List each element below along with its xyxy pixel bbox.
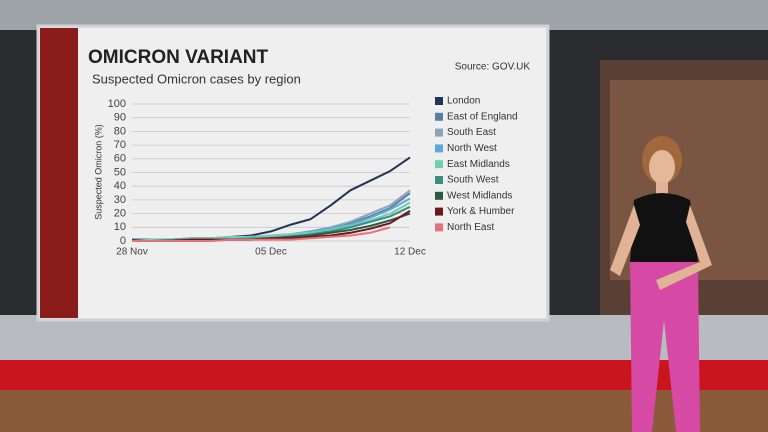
y-tick-label: 30 [114, 194, 126, 206]
board-stripe [40, 28, 78, 318]
y-axis-label: Suspected Omicron (%) [93, 124, 103, 220]
legend-swatch [435, 191, 443, 200]
y-tick-label: 50 [114, 166, 126, 178]
legend-label: South East [447, 127, 496, 138]
chart-title: OMICRON VARIANT [88, 47, 269, 68]
legend-swatch [435, 112, 443, 121]
legend-label: York & Humber [447, 206, 515, 217]
legend-label: North West [447, 143, 497, 154]
presenter [610, 136, 712, 432]
legend-swatch [435, 128, 443, 137]
legend-label: East Midlands [447, 159, 510, 170]
y-tick-label: 100 [108, 98, 126, 110]
legend-label: South West [447, 175, 499, 186]
legend-swatch [435, 223, 443, 232]
legend-label: London [447, 96, 480, 107]
y-tick-label: 40 [114, 180, 126, 192]
board-panel [78, 28, 546, 318]
y-tick-label: 90 [114, 112, 126, 124]
x-tick-label: 28 Nov [116, 247, 148, 258]
y-tick-label: 70 [114, 139, 126, 151]
legend-swatch [435, 160, 443, 169]
legend-label: West Midlands [447, 190, 512, 201]
y-tick-label: 0 [120, 235, 126, 247]
chart-subtitle: Suspected Omicron cases by region [92, 71, 301, 86]
legend-swatch [435, 97, 443, 105]
legend-swatch [435, 144, 443, 153]
y-tick-label: 60 [114, 153, 126, 165]
legend-swatch [435, 207, 443, 216]
legend-label: North East [447, 222, 494, 233]
source-note: Source: GOV.UK [455, 62, 531, 73]
y-tick-label: 20 [114, 208, 126, 220]
legend-label: East of England [447, 111, 518, 122]
x-tick-label: 05 Dec [255, 247, 287, 258]
y-tick-label: 10 [114, 221, 126, 233]
y-tick-label: 80 [114, 125, 126, 137]
series-line [132, 226, 391, 242]
x-tick-label: 12 Dec [394, 247, 426, 258]
legend-swatch [435, 176, 443, 184]
